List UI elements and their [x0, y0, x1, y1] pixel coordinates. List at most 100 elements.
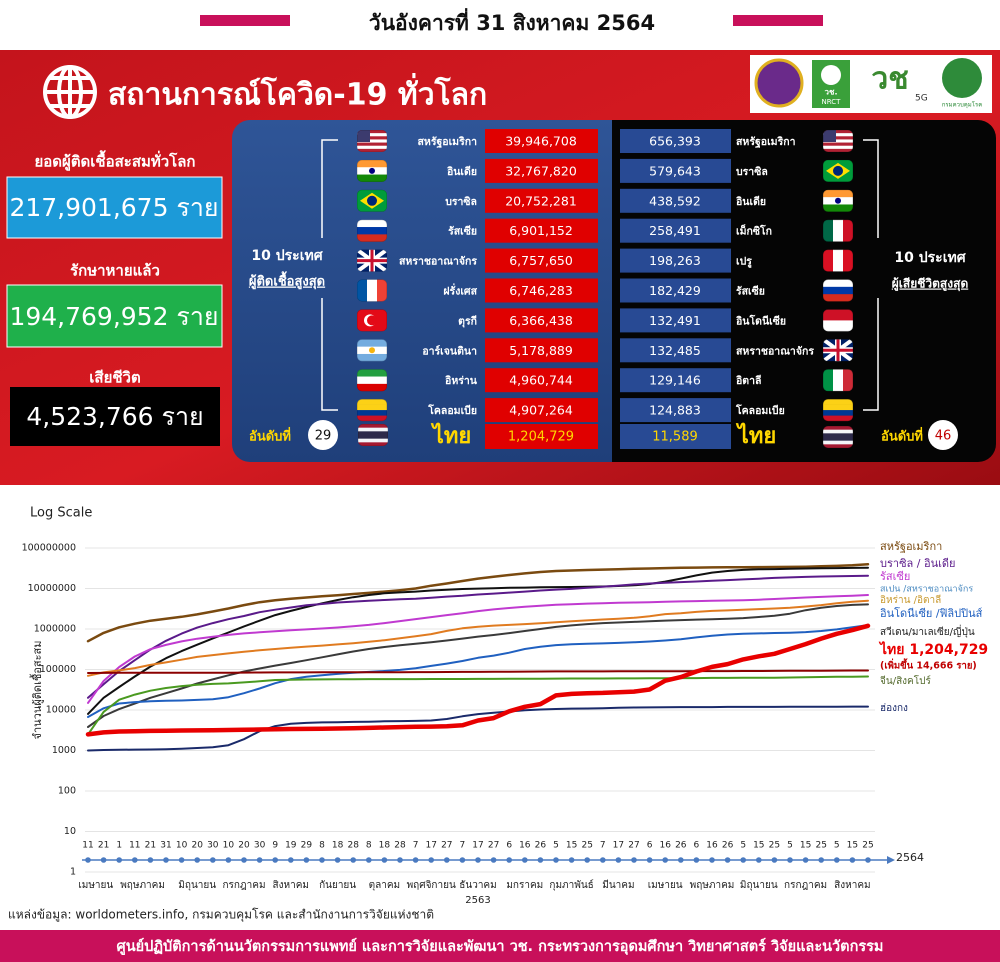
- country-value: 656,393: [649, 134, 701, 149]
- month-label: พฤศจิกายน: [407, 880, 456, 891]
- series-annotation: สเปน /สหราชอาณาจักร: [880, 585, 973, 595]
- series-annotation: อินโดนีเซีย /ฟิลิปปินส์: [880, 606, 983, 620]
- country-value: 6,746,283: [509, 283, 573, 298]
- series-line: [87, 566, 869, 715]
- month-label: ธันวาคม: [459, 880, 496, 891]
- x-tick-dot: [834, 857, 840, 863]
- x-tick-dot: [490, 857, 497, 863]
- x-tick-label: 21: [145, 841, 156, 851]
- country-name: อินเดีย: [735, 195, 766, 208]
- x-tick-dot: [116, 857, 122, 863]
- series-line: [87, 599, 869, 677]
- y-tick-label: 1: [70, 867, 76, 878]
- x-tick-label: 27: [628, 841, 639, 851]
- x-tick-label: 26: [722, 841, 734, 851]
- month-label: เมษายน: [648, 880, 683, 891]
- x-tick-dot: [818, 857, 824, 863]
- series-line: [85, 623, 871, 737]
- series-annotation: (เพิ่มขึ้น 14,666 ราย): [880, 658, 977, 672]
- y-tick-label: 100000000: [22, 543, 76, 554]
- country-value: 6,901,152: [509, 223, 573, 238]
- flag: [358, 424, 388, 446]
- country-value: 438,592: [649, 193, 701, 208]
- flag: [357, 219, 387, 242]
- x-tick-label: 28: [394, 841, 406, 851]
- logo-text: กรมควบคุมโรค: [942, 101, 982, 109]
- panel-heading: ผู้เสียชีวิตสูงสุด: [892, 277, 969, 292]
- y-axis-label: จำนวนผู้ติดเชื้อสะสม: [29, 641, 44, 740]
- country-name: รัสเซีย: [736, 285, 765, 298]
- country-value: 124,883: [649, 403, 701, 418]
- footer-bar: [0, 930, 1000, 962]
- series-annotation: รัสเซีย: [880, 570, 910, 583]
- x-tick-label: 8: [319, 841, 325, 851]
- country-value: 198,263: [649, 253, 701, 268]
- x-tick-label: 27: [488, 841, 499, 851]
- series-line: [87, 603, 869, 728]
- x-tick-dot: [771, 857, 778, 863]
- x-tick-dot: [178, 857, 185, 863]
- country-name: เม็กซิโก: [736, 224, 772, 238]
- country-name: สหรัฐอเมริกา: [418, 136, 478, 148]
- x-tick-dot: [506, 857, 512, 863]
- country-value: 129,146: [649, 373, 701, 388]
- x-tick-dot: [724, 857, 731, 863]
- y-tick-label: 100: [58, 786, 76, 797]
- flag: [357, 189, 387, 212]
- x-tick-label: 9: [272, 841, 278, 851]
- y-tick-label: 100000: [40, 664, 76, 675]
- month-label: พฤษภาคม: [690, 880, 735, 891]
- country-name: สหราชอาณาจักร: [736, 345, 814, 357]
- x-tick-label: 5: [553, 841, 559, 851]
- flag: [357, 130, 387, 152]
- country-value: 5,178,889: [509, 343, 573, 358]
- x-tick-dot: [740, 857, 746, 863]
- series-annotation: สหรัฐอเมริกา: [880, 540, 942, 553]
- thailand-value: 11,589: [652, 430, 698, 445]
- country-name: อินโดนีเซีย: [735, 314, 786, 327]
- country-value: 39,946,708: [505, 134, 577, 149]
- rank-value: 46: [935, 429, 952, 444]
- country-value: 32,767,820: [505, 163, 577, 178]
- series-line: [87, 705, 869, 752]
- value-box: [485, 158, 598, 183]
- source: แหล่งข้อมูล: worldometers.info, กรมควบคุ…: [8, 908, 434, 923]
- country-name: ตุรกี: [458, 314, 477, 328]
- x-tick-label: 6: [647, 841, 653, 851]
- x-tick-label: 7: [460, 841, 466, 851]
- flag: [823, 279, 853, 302]
- month-label: มิถุนายน: [740, 880, 778, 891]
- value-box: [485, 218, 598, 243]
- country-value: 4,960,744: [509, 373, 573, 388]
- x-tick-dot: [709, 857, 715, 863]
- x-tick-label: 19: [285, 841, 297, 851]
- value-box: [620, 278, 731, 303]
- country-name: โคลอมเบีย: [735, 404, 785, 417]
- value-box: [620, 188, 731, 213]
- value-box: [485, 424, 598, 449]
- x-tick-label: 15: [847, 841, 858, 851]
- x-tick-dot: [132, 857, 138, 863]
- month-label: กรกฎาคม: [222, 880, 265, 891]
- summary-value: 194,769,952 ราย: [9, 302, 218, 331]
- x-tick-dot: [787, 857, 793, 863]
- x-tick-dot: [865, 857, 871, 863]
- x-tick-dot: [381, 857, 388, 863]
- thailand-name: ไทย: [431, 422, 471, 449]
- x-tick-label: 10: [223, 841, 235, 851]
- x-axis-arrow: [887, 856, 895, 864]
- month-label: สิงหาคม: [834, 880, 870, 891]
- flag: [823, 369, 853, 392]
- x-tick-label: 5: [787, 841, 793, 851]
- flag: [357, 399, 387, 422]
- flag: [823, 399, 853, 422]
- flag: [357, 369, 387, 392]
- x-tick-dot: [444, 857, 450, 863]
- x-tick-label: 28: [347, 841, 359, 851]
- x-tick-dot: [459, 857, 466, 863]
- value-box: [485, 308, 598, 333]
- x-tick-dot: [397, 857, 403, 863]
- banner-title: สถานการณ์โควิด-19 ทั่วโลก: [108, 73, 487, 113]
